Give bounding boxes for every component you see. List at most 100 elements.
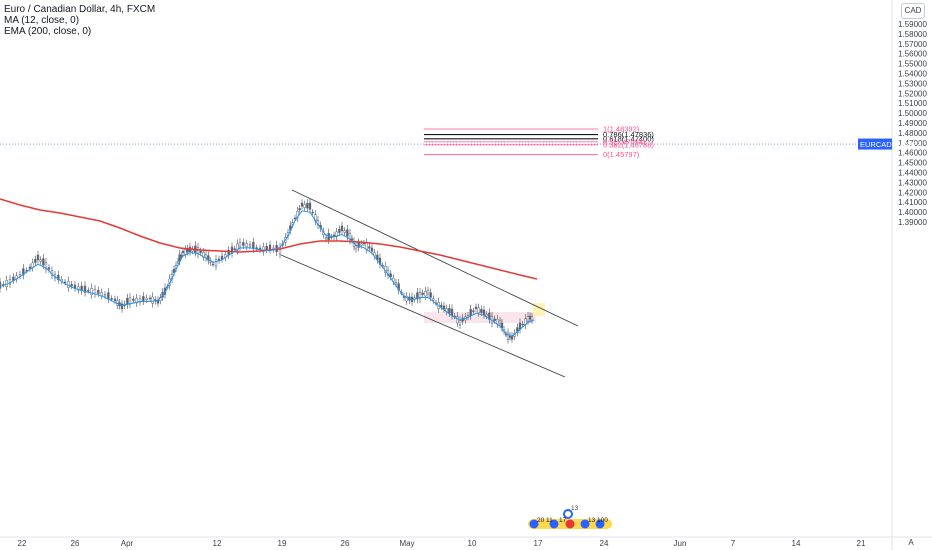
price-tick-label: 1.47000: [898, 139, 927, 148]
candle-series: [0, 198, 534, 344]
svg-text:20: 20: [537, 517, 545, 524]
price-tick-label: 1.45000: [898, 159, 927, 168]
candle-body: [248, 244, 252, 247]
candle-body: [442, 305, 446, 310]
candle-body: [340, 225, 344, 232]
svg-text:17: 17: [559, 517, 567, 524]
candle-body: [389, 273, 392, 278]
candle-body: [135, 297, 138, 304]
candle-body: [405, 295, 408, 302]
time-tick-label: 10: [468, 539, 477, 548]
price-axis: 1.590001.580001.570001.560001.550001.540…: [898, 20, 927, 227]
candle-body: [238, 241, 242, 248]
price-tick-label: 1.49000: [898, 119, 927, 128]
candle-body: [343, 230, 346, 233]
candle-body: [103, 294, 107, 297]
candle-body: [128, 297, 132, 305]
candle-body: [338, 229, 341, 233]
candle-body: [28, 266, 32, 269]
candle-body: [360, 243, 363, 246]
price-tick-label: 1.40000: [898, 208, 927, 217]
candle-body: [440, 305, 443, 308]
price-tick-label: 1.53000: [898, 79, 927, 88]
candle-body: [293, 217, 297, 220]
candle-body: [70, 284, 73, 287]
svg-text:13: 13: [571, 505, 579, 512]
time-tick-label: 26: [71, 539, 80, 548]
candle-body: [90, 288, 93, 295]
price-tick-label: 1.41000: [898, 198, 927, 207]
symbol-title: Euro / Canadian Dollar, 4h, FXCM: [4, 4, 156, 15]
price-tick-label: 1.50000: [898, 109, 927, 118]
candle-body: [498, 320, 502, 325]
candle-body: [44, 262, 48, 270]
candle-body: [220, 255, 224, 260]
candle-body: [199, 250, 202, 253]
candle-body: [485, 314, 488, 317]
candle-body: [448, 308, 451, 314]
candle-body: [12, 276, 15, 281]
price-tick-label: 1.46000: [898, 149, 927, 158]
candle-body: [113, 298, 117, 301]
candle-body: [458, 319, 462, 326]
candle-body: [57, 274, 60, 281]
candle-body: [180, 255, 183, 257]
candle-body: [42, 258, 45, 266]
ma-12-line: [0, 210, 535, 337]
candle-body: [268, 244, 272, 251]
fib-level-label: 0(1.45797): [603, 150, 640, 159]
current-price-badge: EURCAD 1.46873: [858, 138, 921, 150]
candle-body: [262, 246, 265, 252]
events-markers[interactable]: 13 20 11 17 13 100: [528, 505, 612, 529]
channel-upper-line[interactable]: [291, 189, 579, 327]
candle-body: [306, 203, 309, 209]
price-tick-label: 1.51000: [898, 99, 927, 108]
fibonacci-retracement: 1(1.48392)0.786(1.47836)0.618(1.47400)0.…: [424, 125, 654, 159]
candle-body: [87, 290, 90, 292]
candle-body: [83, 285, 87, 293]
candle-body: [18, 274, 22, 277]
candle-body: [36, 254, 40, 261]
candle-body: [300, 202, 304, 207]
candle-body: [132, 298, 135, 301]
time-tick-label: 19: [278, 539, 287, 548]
candle-body: [506, 332, 510, 340]
candle-body: [394, 282, 398, 285]
time-tick-label: 24: [600, 539, 609, 548]
fib-level-label: 0.382(1.46788): [603, 140, 654, 149]
candle-body: [142, 296, 145, 302]
candle-body: [426, 290, 430, 295]
candle-body: [0, 281, 2, 289]
candle-body: [148, 297, 152, 300]
auto-scale-button[interactable]: A: [908, 538, 914, 547]
time-tick-label: 22: [18, 539, 27, 548]
candle-body: [236, 243, 239, 251]
price-tick-label: 1.58000: [898, 30, 927, 39]
candle-body: [424, 290, 427, 297]
candle-body: [100, 292, 103, 296]
candle-body: [233, 248, 236, 250]
candle-body: [450, 308, 454, 316]
candle-body: [242, 242, 245, 246]
candle-body: [335, 231, 338, 237]
candle-body: [421, 292, 424, 295]
price-tick-label: 1.48000: [898, 129, 927, 138]
ma-indicator-label[interactable]: MA (12, close, 0): [4, 15, 80, 26]
fib-level-label: 0.618(1.47400): [603, 134, 654, 143]
candle-body: [378, 257, 382, 265]
candle-body: [176, 261, 180, 264]
currency-button[interactable]: CAD: [901, 3, 925, 19]
svg-text:13: 13: [588, 517, 596, 524]
candle-body: [365, 242, 368, 250]
channel-lower-line[interactable]: [280, 254, 566, 378]
price-tick-label: 1.42000: [898, 188, 927, 197]
candle-body: [110, 298, 113, 300]
candle-body: [526, 315, 530, 322]
candle-body: [311, 211, 314, 214]
ema-indicator-label[interactable]: EMA (200, close, 0): [4, 26, 92, 37]
candle-body: [151, 296, 154, 304]
candle-body: [107, 292, 110, 300]
candle-body: [480, 309, 483, 313]
fib-zone-highlight: [424, 312, 536, 323]
